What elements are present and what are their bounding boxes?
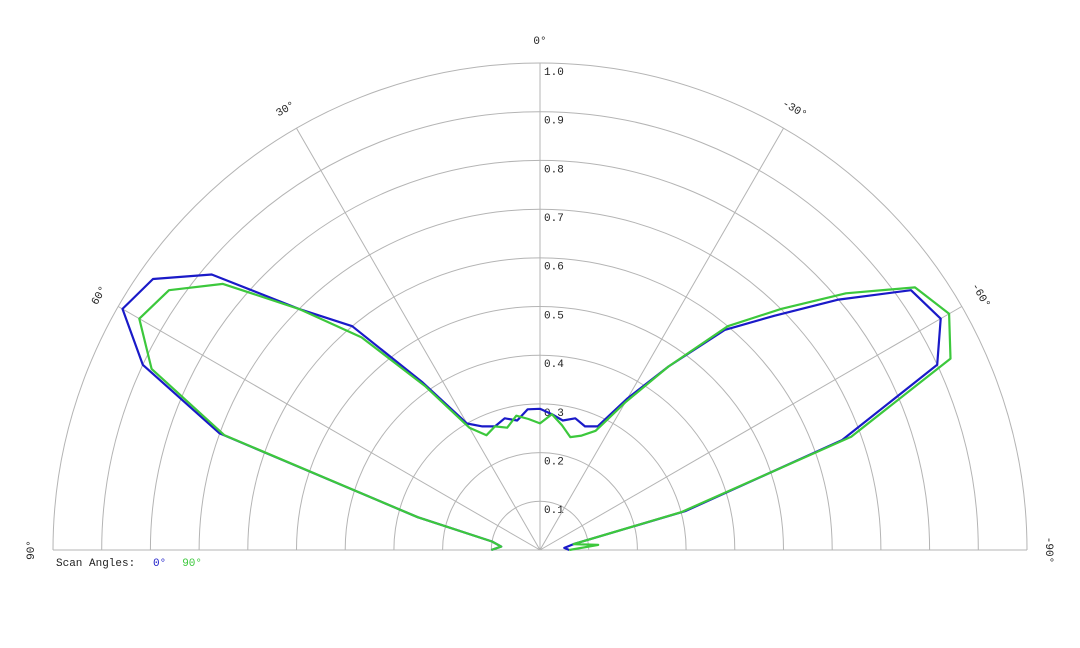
r-tick-label: 1.0 (544, 67, 564, 79)
grid-ray (539, 306, 963, 551)
r-tick-label: 0.7 (544, 213, 564, 225)
theta-tick-label: 90° (26, 540, 38, 560)
r-tick-label: 0.2 (544, 457, 564, 469)
r-tick-label: 0.9 (544, 116, 564, 128)
r-tick-label: 0.4 (544, 359, 564, 371)
grid-ray (117, 306, 541, 551)
theta-tick-label: -90° (1042, 537, 1054, 563)
series-line (138, 282, 952, 552)
r-tick-label: 0.8 (544, 164, 564, 176)
theta-tick-label: 0° (533, 36, 546, 48)
r-tick-label: 0.5 (544, 310, 564, 322)
legend-entry: 0° (153, 558, 166, 570)
series-line (121, 273, 942, 552)
r-tick-label: 0.1 (544, 505, 564, 517)
theta-tick-label: 30° (274, 100, 297, 120)
r-tick-label: 0.6 (544, 262, 564, 274)
theta-tick-label: 60° (90, 284, 110, 307)
theta-tick-label: -30° (780, 98, 809, 122)
theta-tick-label: -60° (968, 282, 992, 311)
grid-ray (539, 127, 784, 551)
grid-ray (296, 127, 541, 551)
legend-entry: 90° (182, 558, 202, 570)
legend-title: Scan Angles: (56, 558, 135, 570)
